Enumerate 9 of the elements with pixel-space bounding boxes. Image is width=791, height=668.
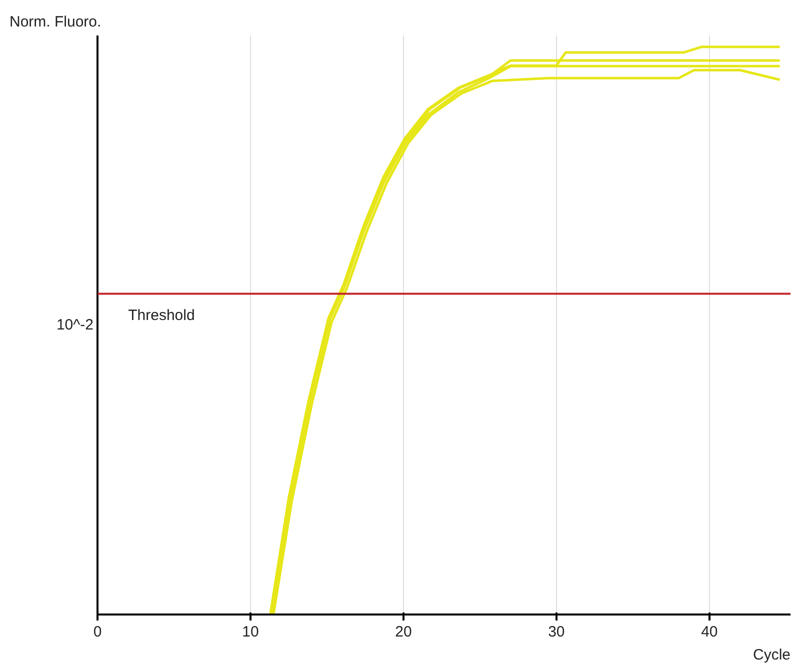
x-axis-title: Cycle [752,646,791,664]
x-tick-label: 40 [701,624,718,640]
ref-line-label: Threshold [128,306,195,324]
x-tick-label: 10 [242,624,259,640]
y-axis-title: Norm. Fluoro. [10,14,102,30]
text: 10^-2 [56,316,94,334]
x-tick-label: 0 [93,624,102,640]
x-tick-label: 20 [395,624,412,640]
x-tick-label: 30 [548,624,565,640]
